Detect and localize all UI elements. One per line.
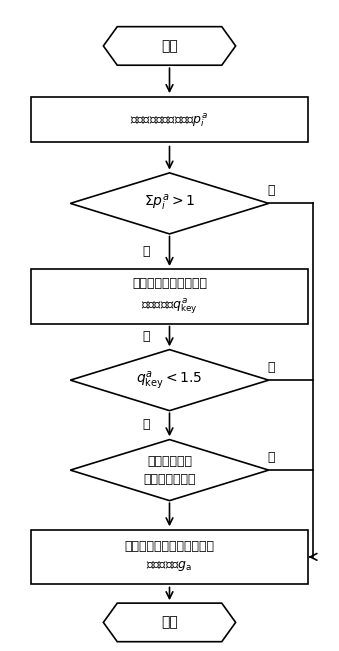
FancyBboxPatch shape: [31, 270, 308, 324]
Text: 给予叠加相位，计算叠加相
位持续时间$g_{\mathrm{a}}$: 给予叠加相位，计算叠加相 位持续时间$g_{\mathrm{a}}$: [124, 540, 215, 574]
FancyBboxPatch shape: [31, 529, 308, 584]
Polygon shape: [103, 27, 236, 65]
Text: 计算关键非平衡相位的
流向平衡比$q^a_{\mathrm{key}}$: 计算关键非平衡相位的 流向平衡比$q^a_{\mathrm{key}}$: [132, 277, 207, 316]
FancyBboxPatch shape: [31, 98, 308, 143]
Text: 结束: 结束: [161, 615, 178, 630]
Text: $q^a_{\mathrm{key}} < 1.5$: $q^a_{\mathrm{key}} < 1.5$: [136, 369, 203, 391]
Text: 否: 否: [267, 361, 275, 374]
Text: 是: 是: [143, 419, 150, 432]
Text: 邻接相位首要
流向的方向一致: 邻接相位首要 流向的方向一致: [143, 454, 196, 486]
Text: $\Sigma p^a_i > 1$: $\Sigma p^a_i > 1$: [144, 193, 195, 214]
Polygon shape: [103, 603, 236, 642]
Polygon shape: [70, 350, 269, 411]
Polygon shape: [70, 173, 269, 234]
Text: 否: 否: [267, 184, 275, 197]
Text: 是: 是: [143, 245, 150, 258]
Text: 否: 否: [267, 450, 275, 464]
Text: 开始: 开始: [161, 39, 178, 53]
Polygon shape: [70, 439, 269, 501]
Text: 是: 是: [143, 330, 150, 343]
Text: 计算相位可接受绿信比$p^a_i$: 计算相位可接受绿信比$p^a_i$: [131, 111, 208, 129]
